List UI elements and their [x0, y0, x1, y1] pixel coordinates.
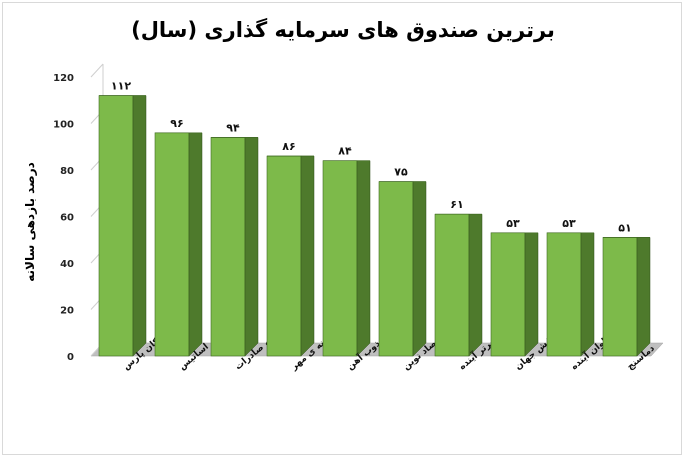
y-tick-line	[90, 63, 104, 78]
bar-side	[188, 132, 203, 357]
chart-title: برترین صندوق های سرمایه گذاری (سال)	[131, 18, 555, 42]
data-label: ۵۱	[618, 221, 631, 234]
data-label: ۸۶	[282, 140, 295, 153]
bar-side	[580, 232, 595, 357]
bar-side	[244, 137, 259, 357]
y-tick-label: 20	[60, 306, 74, 317]
bar	[154, 132, 190, 357]
y-tick-label: 120	[53, 73, 74, 84]
data-label: ۶۱	[450, 198, 463, 211]
data-label: ۹۴	[226, 121, 240, 134]
data-label: ۷۵	[394, 166, 408, 179]
bar	[490, 232, 526, 357]
bar	[546, 232, 582, 357]
data-label: ۵۳	[506, 217, 520, 230]
y-tick-label: 60	[60, 213, 74, 224]
y-tick-label: 0	[67, 352, 74, 363]
bar	[98, 95, 134, 357]
data-label: ۵۳	[562, 217, 576, 230]
bar	[434, 213, 470, 357]
y-tick-label: 100	[53, 120, 74, 131]
bar-side	[356, 160, 371, 357]
y-tick-label: 40	[60, 259, 74, 270]
bar-side	[132, 95, 147, 357]
bar-side	[412, 181, 427, 357]
bar-side	[524, 232, 539, 357]
bar-side	[300, 155, 315, 357]
bar	[378, 181, 414, 357]
data-label: ۱۱۲	[111, 80, 131, 93]
bar	[322, 160, 358, 357]
bar-side	[636, 237, 651, 357]
data-label: ۸۴	[338, 145, 352, 158]
bar	[210, 137, 246, 357]
y-tick-label: 80	[60, 166, 74, 177]
data-label: ۹۶	[170, 117, 183, 130]
bar-side	[468, 213, 483, 357]
bar	[266, 155, 302, 357]
bar	[602, 237, 638, 357]
